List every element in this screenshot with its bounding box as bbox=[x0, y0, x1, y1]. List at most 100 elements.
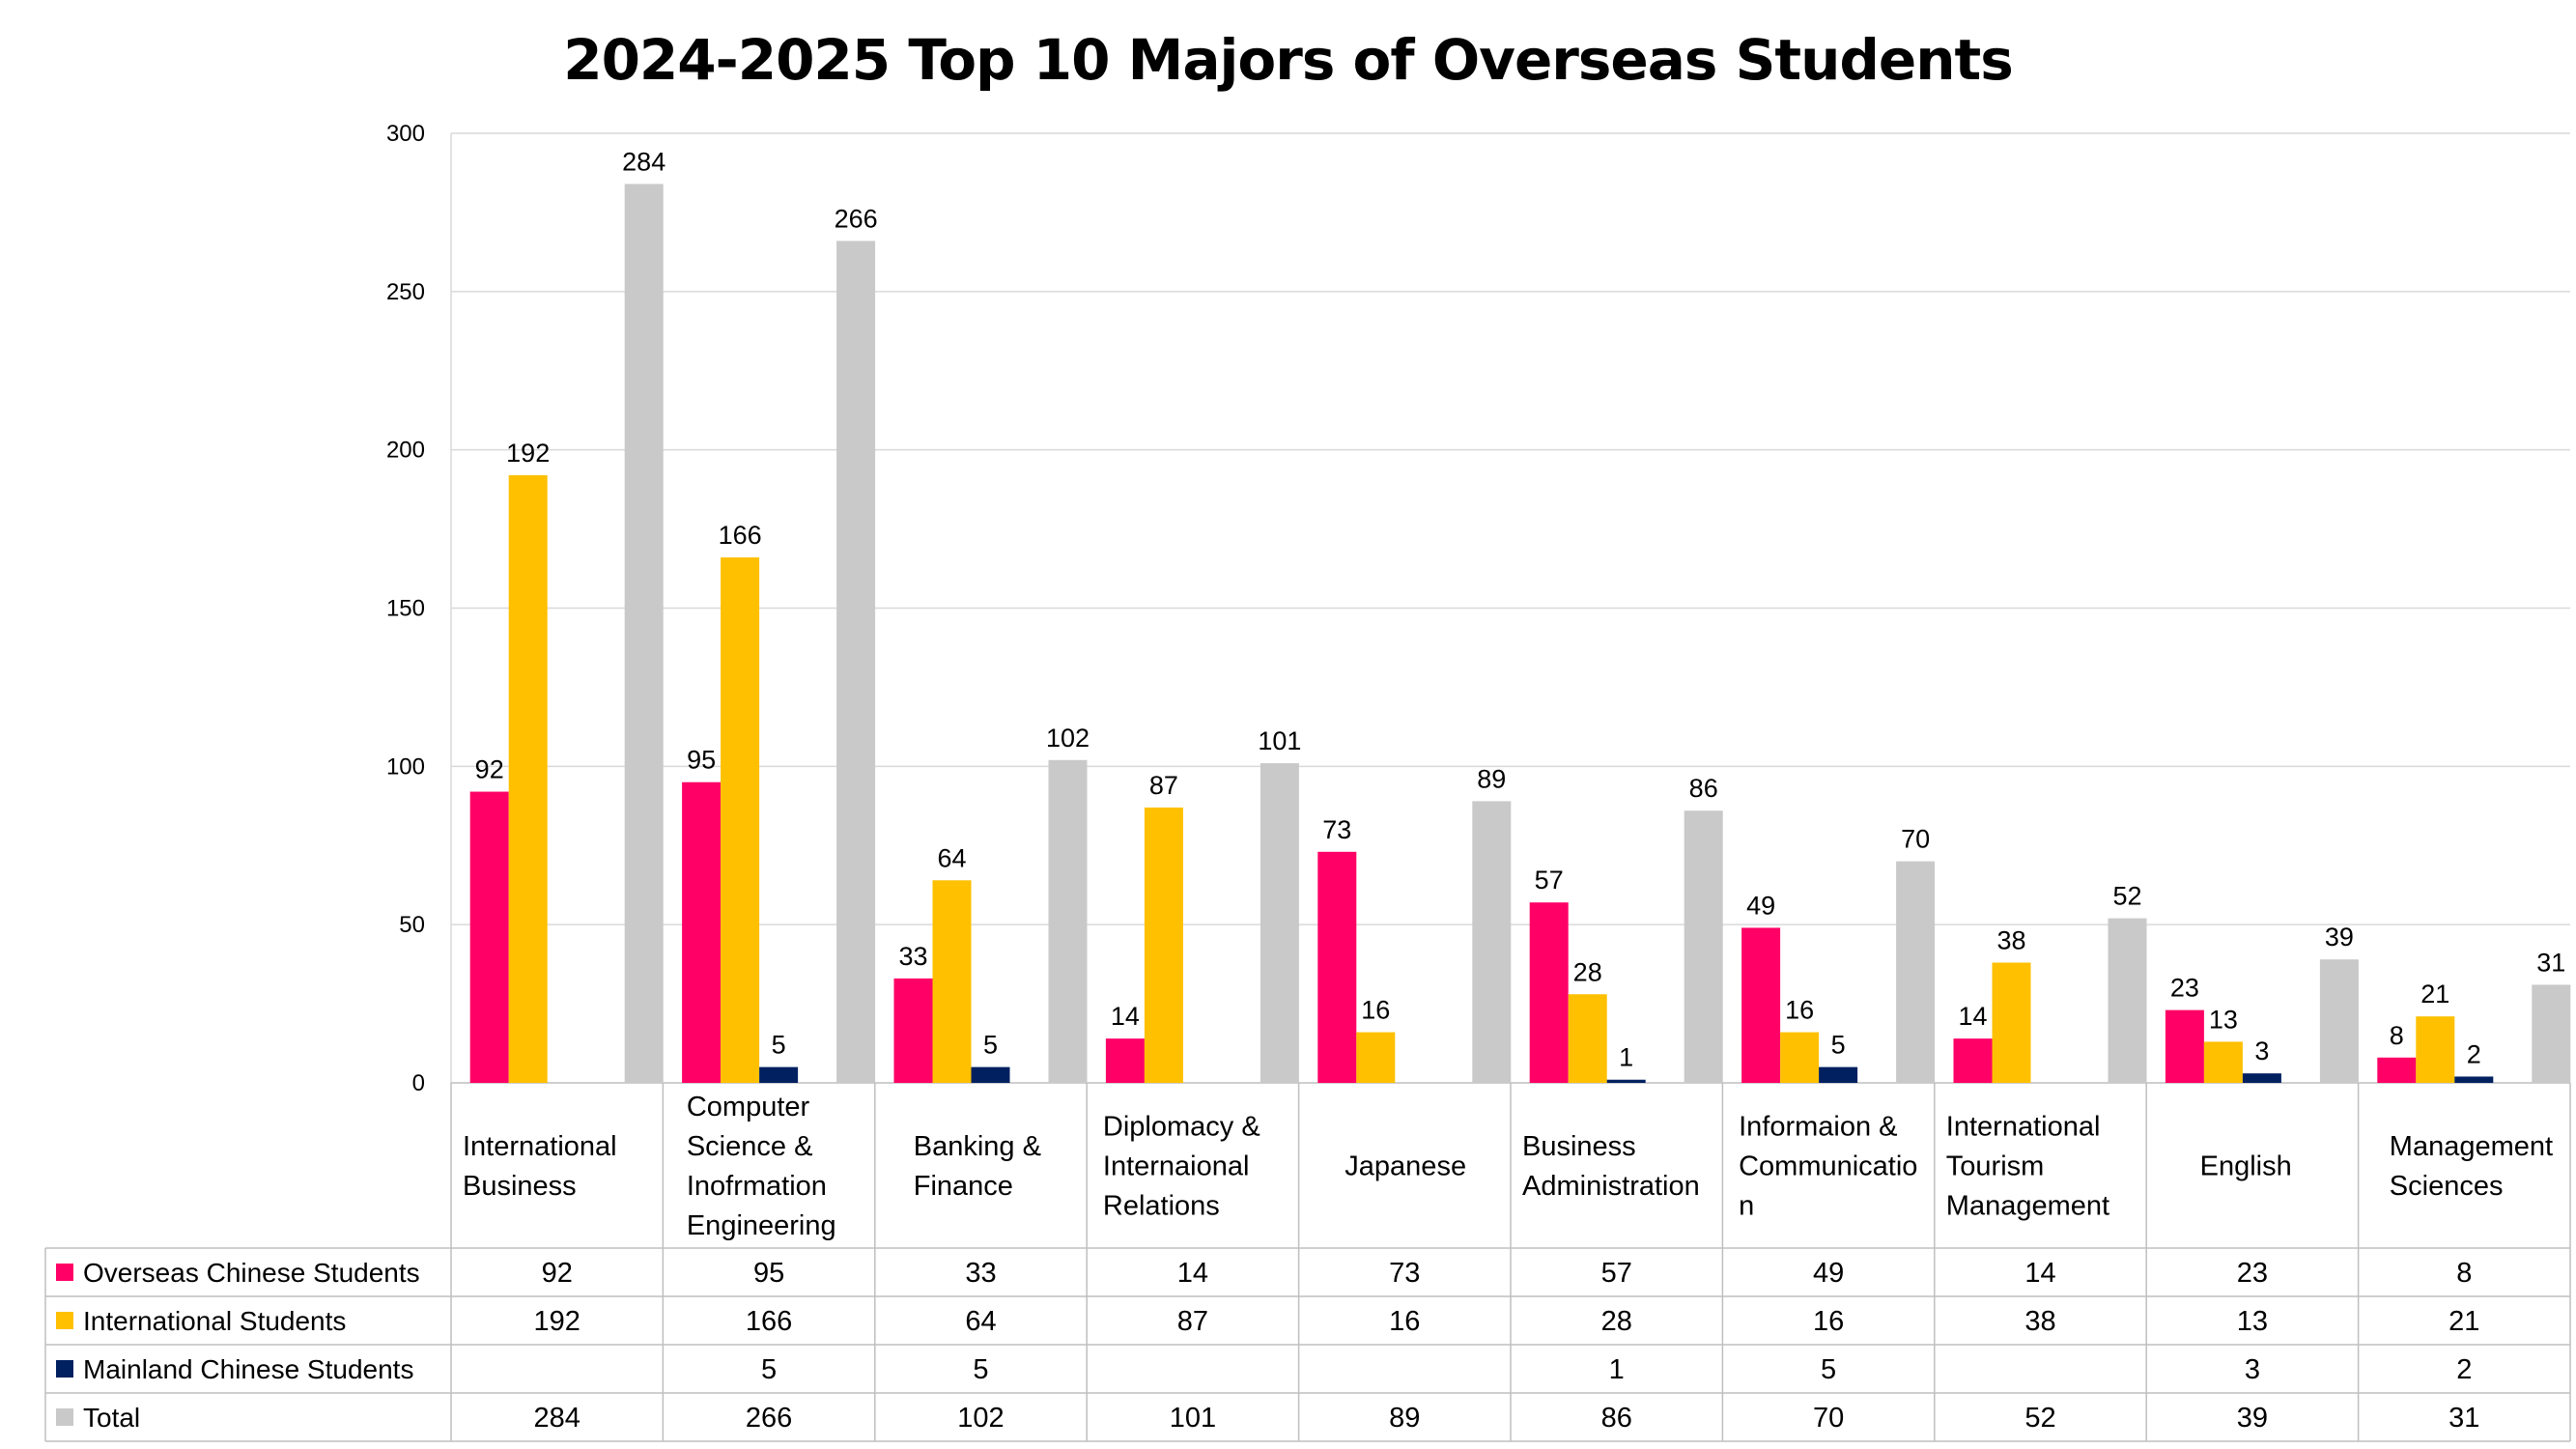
bar bbox=[2242, 1073, 2281, 1083]
y-tick-label: 50 bbox=[399, 912, 425, 938]
table-value: 95 bbox=[753, 1258, 784, 1289]
y-axis: 0 50 100 150 200 250 300 bbox=[386, 121, 425, 1096]
y-tick-label: 0 bbox=[412, 1070, 425, 1096]
bar bbox=[1529, 902, 1569, 1083]
table-value: 73 bbox=[1389, 1258, 1420, 1289]
table-value: 166 bbox=[746, 1306, 792, 1337]
bar bbox=[2203, 1041, 2243, 1083]
data-label: 16 bbox=[1785, 996, 1814, 1025]
category-label-line: Finance bbox=[914, 1171, 1013, 1202]
category-label-line: Science & bbox=[687, 1131, 813, 1162]
table-value: 5 bbox=[1821, 1354, 1836, 1385]
category-label: Management Sciences bbox=[2390, 1131, 2553, 1202]
legend-label: Mainland Chinese Students bbox=[83, 1354, 413, 1384]
data-label: 14 bbox=[1958, 1002, 1987, 1031]
data-label: 3 bbox=[2254, 1037, 2269, 1065]
bar bbox=[2108, 918, 2147, 1083]
category-label: Business Administration bbox=[1522, 1131, 1700, 1202]
bar bbox=[1606, 1079, 1646, 1083]
table-value: 64 bbox=[965, 1306, 996, 1337]
bar bbox=[1819, 1066, 1858, 1083]
bar bbox=[1356, 1032, 1396, 1083]
bar bbox=[2454, 1076, 2494, 1083]
category-label-line: Relations bbox=[1103, 1191, 1220, 1222]
table-value: 266 bbox=[746, 1403, 792, 1434]
data-label: 5 bbox=[983, 1031, 998, 1060]
data-label: 1 bbox=[1619, 1043, 1633, 1072]
table-value: 23 bbox=[2237, 1258, 2268, 1289]
bar bbox=[2319, 959, 2359, 1083]
category-label-line: Administration bbox=[1522, 1171, 1700, 1202]
table-value: 16 bbox=[1389, 1306, 1420, 1337]
category-label-line: n bbox=[1739, 1191, 1754, 1222]
table-value: 8 bbox=[2456, 1258, 2472, 1289]
category-label-line: Internaional bbox=[1103, 1151, 1250, 1182]
bar bbox=[1317, 851, 1357, 1083]
category-label: English bbox=[2200, 1151, 2292, 1182]
data-label: 16 bbox=[1361, 996, 1390, 1025]
bar bbox=[1992, 962, 2031, 1083]
bar bbox=[1953, 1038, 1993, 1083]
table-value: 102 bbox=[957, 1403, 1004, 1434]
legend-key bbox=[56, 1312, 73, 1329]
bar bbox=[893, 978, 933, 1083]
table-value: 92 bbox=[542, 1258, 573, 1289]
table-value: 16 bbox=[1813, 1306, 1844, 1337]
data-label: 92 bbox=[475, 755, 504, 784]
data-label: 33 bbox=[898, 942, 927, 971]
bar bbox=[469, 791, 509, 1083]
data-label: 49 bbox=[1746, 891, 1775, 920]
data-label: 5 bbox=[1831, 1031, 1846, 1060]
category-label-line: International bbox=[463, 1131, 617, 1162]
data-label: 87 bbox=[1149, 771, 1178, 800]
category-label: Banking & Finance bbox=[914, 1131, 1041, 1202]
bar bbox=[1472, 801, 1512, 1083]
data-label: 284 bbox=[622, 147, 665, 176]
data-label: 70 bbox=[1901, 825, 1930, 854]
category-label: International Business bbox=[463, 1131, 617, 1202]
data-label: 39 bbox=[2325, 923, 2354, 952]
table-value: 5 bbox=[973, 1354, 988, 1385]
category-label-line: Engineering bbox=[687, 1210, 836, 1241]
table-value: 49 bbox=[1813, 1258, 1844, 1289]
table-value: 28 bbox=[1601, 1306, 1632, 1337]
bar bbox=[682, 781, 722, 1083]
table-value: 101 bbox=[1170, 1403, 1216, 1434]
bar bbox=[836, 241, 876, 1083]
table-value: 2 bbox=[2456, 1354, 2472, 1385]
table-value: 13 bbox=[2237, 1306, 2268, 1337]
category-label-line: Business bbox=[463, 1171, 577, 1202]
category-label-line: Banking & bbox=[914, 1131, 1041, 1162]
category-label-line: Diplomacy & bbox=[1103, 1112, 1260, 1143]
category-label: Japanese bbox=[1345, 1151, 1466, 1182]
category-label-line: Management bbox=[1946, 1191, 2109, 1222]
data-label: 28 bbox=[1573, 957, 1602, 986]
bar bbox=[508, 474, 548, 1083]
category-label-line: Management bbox=[2390, 1131, 2553, 1162]
table-value: 21 bbox=[2449, 1306, 2479, 1337]
category-label-line: Business bbox=[1522, 1131, 1636, 1162]
data-label: 73 bbox=[1322, 815, 1351, 844]
data-label: 14 bbox=[1111, 1002, 1140, 1031]
y-tick-label: 300 bbox=[386, 121, 425, 147]
data-label: 57 bbox=[1535, 866, 1564, 895]
table-value: 87 bbox=[1177, 1306, 1208, 1337]
category-label: Informaion & Communicatio n bbox=[1739, 1112, 1917, 1222]
table-value: 14 bbox=[2024, 1258, 2055, 1289]
category-label: International Tourism Management bbox=[1946, 1112, 2109, 1222]
data-label: 2 bbox=[2467, 1039, 2481, 1068]
data-label: 21 bbox=[2420, 980, 2449, 1009]
bar bbox=[2165, 1009, 2204, 1083]
legend-label: International Students bbox=[83, 1306, 346, 1336]
y-tick-label: 100 bbox=[386, 753, 425, 780]
data-label: 23 bbox=[2170, 974, 2199, 1003]
category-label-line: English bbox=[2200, 1151, 2292, 1182]
bar bbox=[721, 557, 760, 1083]
table-value: 52 bbox=[2024, 1403, 2055, 1434]
table-value: 1 bbox=[1609, 1354, 1625, 1385]
category-label: Diplomacy & Internaional Relations bbox=[1103, 1112, 1260, 1222]
data-label: 102 bbox=[1046, 724, 1090, 753]
bar bbox=[2532, 984, 2571, 1083]
gridlines bbox=[450, 132, 2570, 1084]
legend-key bbox=[56, 1264, 73, 1281]
